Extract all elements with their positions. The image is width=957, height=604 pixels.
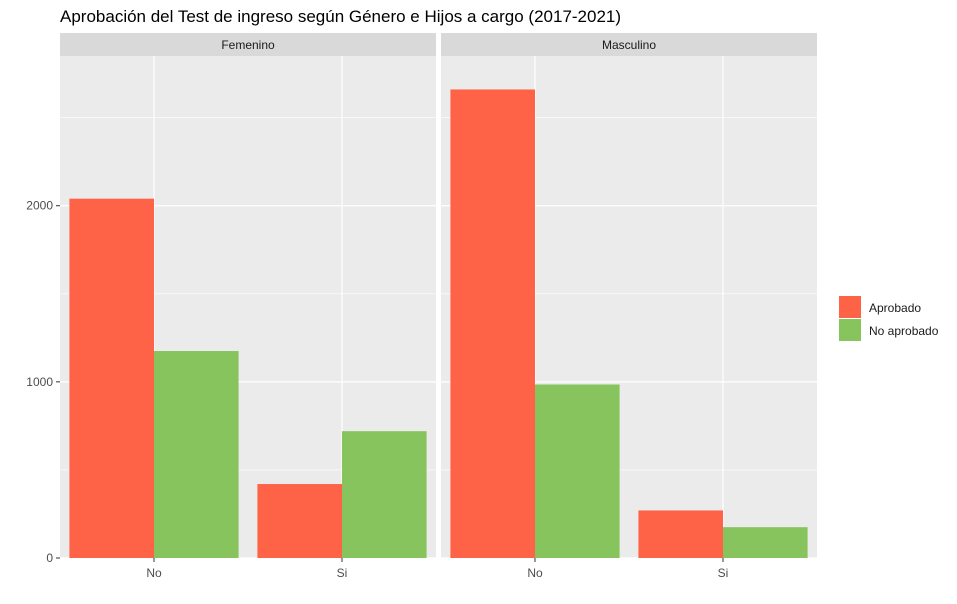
facet-label: Femenino	[221, 38, 275, 52]
x-tick-label: No	[527, 566, 543, 580]
bar	[638, 510, 723, 558]
facet-strip	[441, 33, 817, 56]
bar	[342, 431, 427, 558]
legend-key	[839, 296, 861, 318]
legend: Aprobado No aprobado	[839, 296, 939, 341]
facet-panel: Femenino No Si	[60, 33, 436, 580]
bar	[257, 484, 342, 558]
y-tick-label: 0	[46, 551, 53, 565]
facet-panel: Masculino No Si	[441, 33, 817, 580]
facet-strip	[60, 33, 436, 56]
facet-label: Masculino	[602, 38, 656, 52]
bar	[535, 384, 620, 558]
y-tick-label: 1000	[26, 375, 53, 389]
y-tick-label: 2000	[26, 199, 53, 213]
legend-label: No aprobado	[869, 324, 939, 338]
legend-key	[839, 319, 861, 341]
bar	[69, 198, 154, 558]
bar	[450, 89, 535, 558]
legend-label: Aprobado	[869, 301, 921, 315]
x-tick-label: Si	[337, 566, 348, 580]
x-tick-label: Si	[718, 566, 729, 580]
chart-title: Aprobación del Test de ingreso según Gén…	[60, 7, 621, 26]
bar	[723, 527, 808, 558]
facets: Femenino No Si Masculino No Si	[60, 33, 817, 580]
bar	[154, 351, 239, 558]
x-tick-label: No	[146, 566, 162, 580]
y-axis: 0 1000 2000	[26, 199, 60, 565]
